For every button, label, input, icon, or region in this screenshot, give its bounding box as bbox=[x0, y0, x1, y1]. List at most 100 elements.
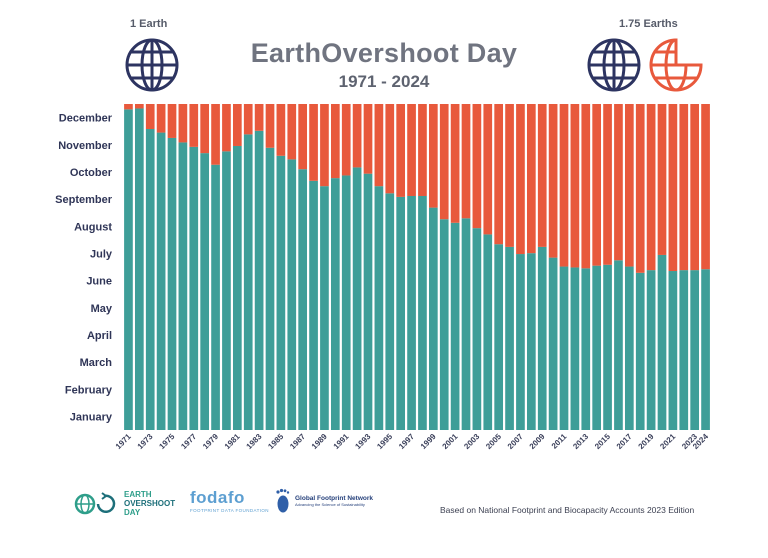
month-label-december: December bbox=[59, 113, 113, 125]
one-point-seven-five-earths-label: 1.75 Earths bbox=[619, 18, 678, 30]
bar-2000-remaining bbox=[439, 104, 449, 220]
bars-group bbox=[124, 104, 710, 431]
bar-1983-overshoot-day bbox=[254, 130, 264, 431]
bar-1990-remaining bbox=[330, 104, 340, 179]
eod-word-1: EARTH bbox=[124, 490, 152, 499]
eod-wordmark: EARTH OVERSHOOT DAY bbox=[124, 490, 175, 517]
one-earth-label: 1 Earth bbox=[130, 18, 168, 30]
bar-2002-overshoot-day bbox=[461, 218, 471, 430]
bar-1988-overshoot-day bbox=[309, 180, 318, 430]
month-label-october: October bbox=[70, 167, 113, 179]
globe-icon bbox=[125, 38, 179, 92]
bar-1976-remaining bbox=[178, 104, 188, 143]
bar-1972-overshoot-day bbox=[134, 108, 144, 430]
bar-2016-remaining bbox=[614, 104, 623, 261]
bar-1991-remaining bbox=[341, 104, 351, 176]
bar-2015-remaining bbox=[603, 104, 612, 265]
bar-2022-remaining bbox=[679, 104, 689, 271]
bar-2013-remaining bbox=[581, 104, 591, 269]
bar-2022-overshoot-day bbox=[679, 270, 689, 430]
year-label-1991: 1991 bbox=[332, 432, 351, 451]
bar-1984-remaining bbox=[265, 104, 275, 148]
month-label-november: November bbox=[58, 140, 113, 152]
year-label-1975: 1975 bbox=[157, 432, 176, 451]
bar-1986-remaining bbox=[287, 104, 297, 160]
gfn-tagline: Advancing the Science of Sustainability bbox=[295, 502, 365, 507]
bar-2023-overshoot-day bbox=[690, 270, 700, 430]
source-note: Based on National Footprint and Biocapac… bbox=[440, 505, 695, 515]
bar-2014-remaining bbox=[592, 104, 602, 266]
globe-arrow-icon bbox=[74, 491, 116, 514]
bar-1997-overshoot-day bbox=[407, 195, 416, 430]
bar-2004-overshoot-day bbox=[483, 234, 493, 430]
month-label-july: July bbox=[90, 248, 113, 260]
bar-1996-overshoot-day bbox=[396, 196, 406, 430]
bar-1995-remaining bbox=[385, 104, 395, 194]
bar-2011-remaining bbox=[559, 104, 569, 267]
bar-1981-overshoot-day bbox=[232, 145, 242, 431]
fodafo-subtitle: FOOTPRINT DATA FOUNDATION bbox=[190, 508, 269, 513]
bar-1975-remaining bbox=[167, 104, 177, 138]
month-label-april: April bbox=[87, 330, 112, 342]
year-axis-labels: 1971 1973 1975 1977 1979 1981 1983 1985 1987 1989… bbox=[114, 432, 711, 451]
bar-2014-overshoot-day bbox=[592, 265, 602, 430]
bar-2015-overshoot-day bbox=[603, 264, 612, 430]
year-label-2011: 2011 bbox=[550, 432, 569, 451]
year-label-2009: 2009 bbox=[528, 432, 547, 451]
chart-title: EarthOvershoot Day bbox=[250, 38, 518, 68]
chart-subtitle: 1971 - 2024 bbox=[338, 72, 430, 91]
month-label-march: March bbox=[80, 357, 113, 369]
bar-2016-overshoot-day bbox=[614, 260, 623, 430]
bar-2021-remaining bbox=[668, 104, 678, 272]
bar-2002-remaining bbox=[461, 104, 471, 219]
year-label-1997: 1997 bbox=[397, 432, 416, 451]
bar-1989-remaining bbox=[320, 104, 329, 187]
bar-1975-overshoot-day bbox=[167, 137, 177, 430]
overshoot-bar-chart: January February March April May June July Augu… bbox=[55, 104, 711, 451]
half-globe-icon bbox=[649, 38, 703, 92]
bar-2007-remaining bbox=[516, 104, 525, 255]
bar-1982-remaining bbox=[243, 104, 253, 135]
year-label-1971: 1971 bbox=[114, 432, 133, 451]
bar-1981-remaining bbox=[232, 104, 242, 146]
year-label-1999: 1999 bbox=[419, 432, 438, 451]
year-label-1973: 1973 bbox=[136, 432, 155, 451]
bar-2018-overshoot-day bbox=[635, 272, 645, 430]
globe-icon bbox=[587, 38, 641, 92]
bar-1994-remaining bbox=[374, 104, 384, 187]
bar-1996-remaining bbox=[396, 104, 406, 197]
bar-1971-overshoot-day bbox=[124, 109, 133, 431]
year-label-2017: 2017 bbox=[615, 432, 634, 451]
bar-1999-overshoot-day bbox=[428, 207, 438, 430]
bar-1992-overshoot-day bbox=[352, 167, 362, 430]
bar-2005-remaining bbox=[494, 104, 504, 245]
bar-2024-remaining bbox=[701, 104, 710, 270]
bar-2021-overshoot-day bbox=[668, 271, 678, 430]
year-label-2007: 2007 bbox=[506, 432, 525, 451]
year-label-1983: 1983 bbox=[245, 432, 264, 451]
bar-2017-overshoot-day bbox=[624, 266, 634, 430]
bar-1991-overshoot-day bbox=[341, 175, 351, 430]
bar-1974-overshoot-day bbox=[156, 132, 166, 430]
month-label-january: January bbox=[70, 411, 113, 423]
bar-2010-overshoot-day bbox=[548, 257, 558, 430]
bar-1973-remaining bbox=[145, 104, 155, 130]
bar-1983-remaining bbox=[254, 104, 264, 131]
bar-2011-overshoot-day bbox=[559, 266, 569, 430]
bar-1989-overshoot-day bbox=[320, 186, 329, 430]
year-label-1995: 1995 bbox=[375, 432, 394, 451]
year-label-2015: 2015 bbox=[593, 432, 612, 451]
bar-1978-overshoot-day bbox=[200, 153, 210, 430]
bar-2012-remaining bbox=[570, 104, 580, 268]
year-label-1985: 1985 bbox=[266, 432, 285, 451]
bar-2019-remaining bbox=[646, 104, 656, 271]
month-label-august: August bbox=[74, 221, 112, 233]
year-label-2013: 2013 bbox=[571, 432, 590, 451]
bar-2004-remaining bbox=[483, 104, 493, 235]
bar-1977-remaining bbox=[189, 104, 199, 147]
bar-1976-overshoot-day bbox=[178, 142, 188, 430]
bar-2024-overshoot-day bbox=[701, 269, 710, 430]
fodafo-wordmark: fodafo bbox=[190, 488, 245, 507]
bar-2001-remaining bbox=[450, 104, 460, 223]
bar-2007-overshoot-day bbox=[516, 254, 525, 430]
